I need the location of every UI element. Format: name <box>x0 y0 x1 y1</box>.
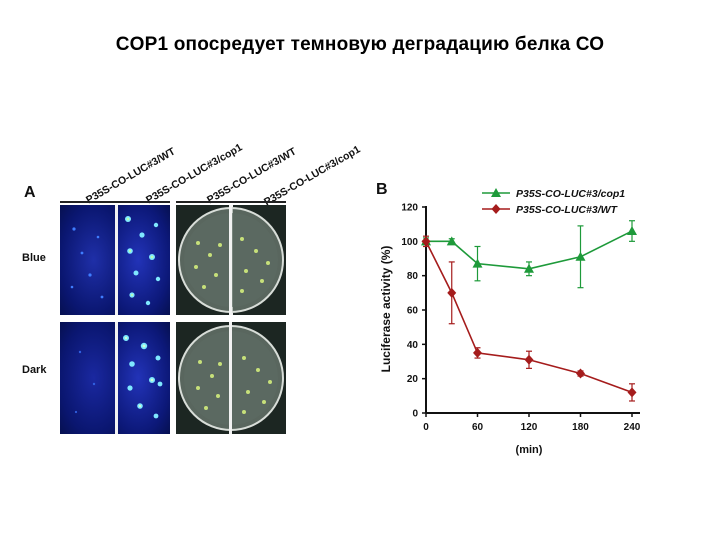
top-rule-left <box>60 201 170 203</box>
panel-a-letter: A <box>24 184 36 201</box>
row-label-blue: Blue <box>22 252 46 264</box>
x-tick-label: 240 <box>624 422 641 433</box>
legend-label-cop1: P35S-CO-LUC#3/cop1 <box>516 188 625 200</box>
data-point-wt <box>447 287 457 298</box>
slide-title: COP1 опосредует темновую деградацию белк… <box>115 34 605 55</box>
plate-photo-blue <box>176 205 286 315</box>
legend-marker-cop1 <box>491 188 501 197</box>
luminescence-image-dark <box>60 322 170 434</box>
y-tick-label: 0 <box>412 409 418 420</box>
data-point-wt <box>524 354 534 365</box>
y-tick-label: 80 <box>407 271 419 282</box>
y-tick-label: 120 <box>401 203 418 214</box>
data-point-wt <box>473 347 482 358</box>
top-rule-right <box>176 201 286 203</box>
x-tick-label: 120 <box>521 422 538 433</box>
data-point-cop1 <box>524 263 534 273</box>
data-point-cop1 <box>627 226 637 236</box>
series-line-cop1 <box>426 230 633 270</box>
luciferase-activity-chart: B Luciferase activity (%) (min) 0 20 40 60 8… <box>376 181 641 456</box>
data-point-cop1 <box>472 258 483 268</box>
data-point-cop1 <box>446 236 457 246</box>
plate-photo-dark <box>176 322 286 434</box>
y-axis-label: Luciferase activity (%) <box>379 246 393 373</box>
y-tick-label: 60 <box>407 306 419 317</box>
x-tick-label: 60 <box>472 422 484 433</box>
y-tick-label: 20 <box>407 374 419 385</box>
row-label-dark: Dark <box>22 364 47 376</box>
legend-label-wt: P35S-CO-LUC#3/WT <box>516 204 619 216</box>
data-point-wt <box>627 387 637 398</box>
y-tick-label: 100 <box>401 237 418 248</box>
x-tick-label: 180 <box>572 422 589 433</box>
series-line-wt <box>425 240 633 394</box>
data-point-wt <box>421 236 431 247</box>
luminescence-image-blue <box>60 205 170 315</box>
panel-b-letter: B <box>376 181 388 198</box>
x-axis-label: (min) <box>516 444 543 456</box>
data-point-cop1 <box>575 251 586 261</box>
data-point-wt <box>576 368 585 379</box>
legend-marker-wt <box>491 204 501 214</box>
y-tick-label: 40 <box>407 340 419 351</box>
x-tick-label: 0 <box>423 422 429 433</box>
